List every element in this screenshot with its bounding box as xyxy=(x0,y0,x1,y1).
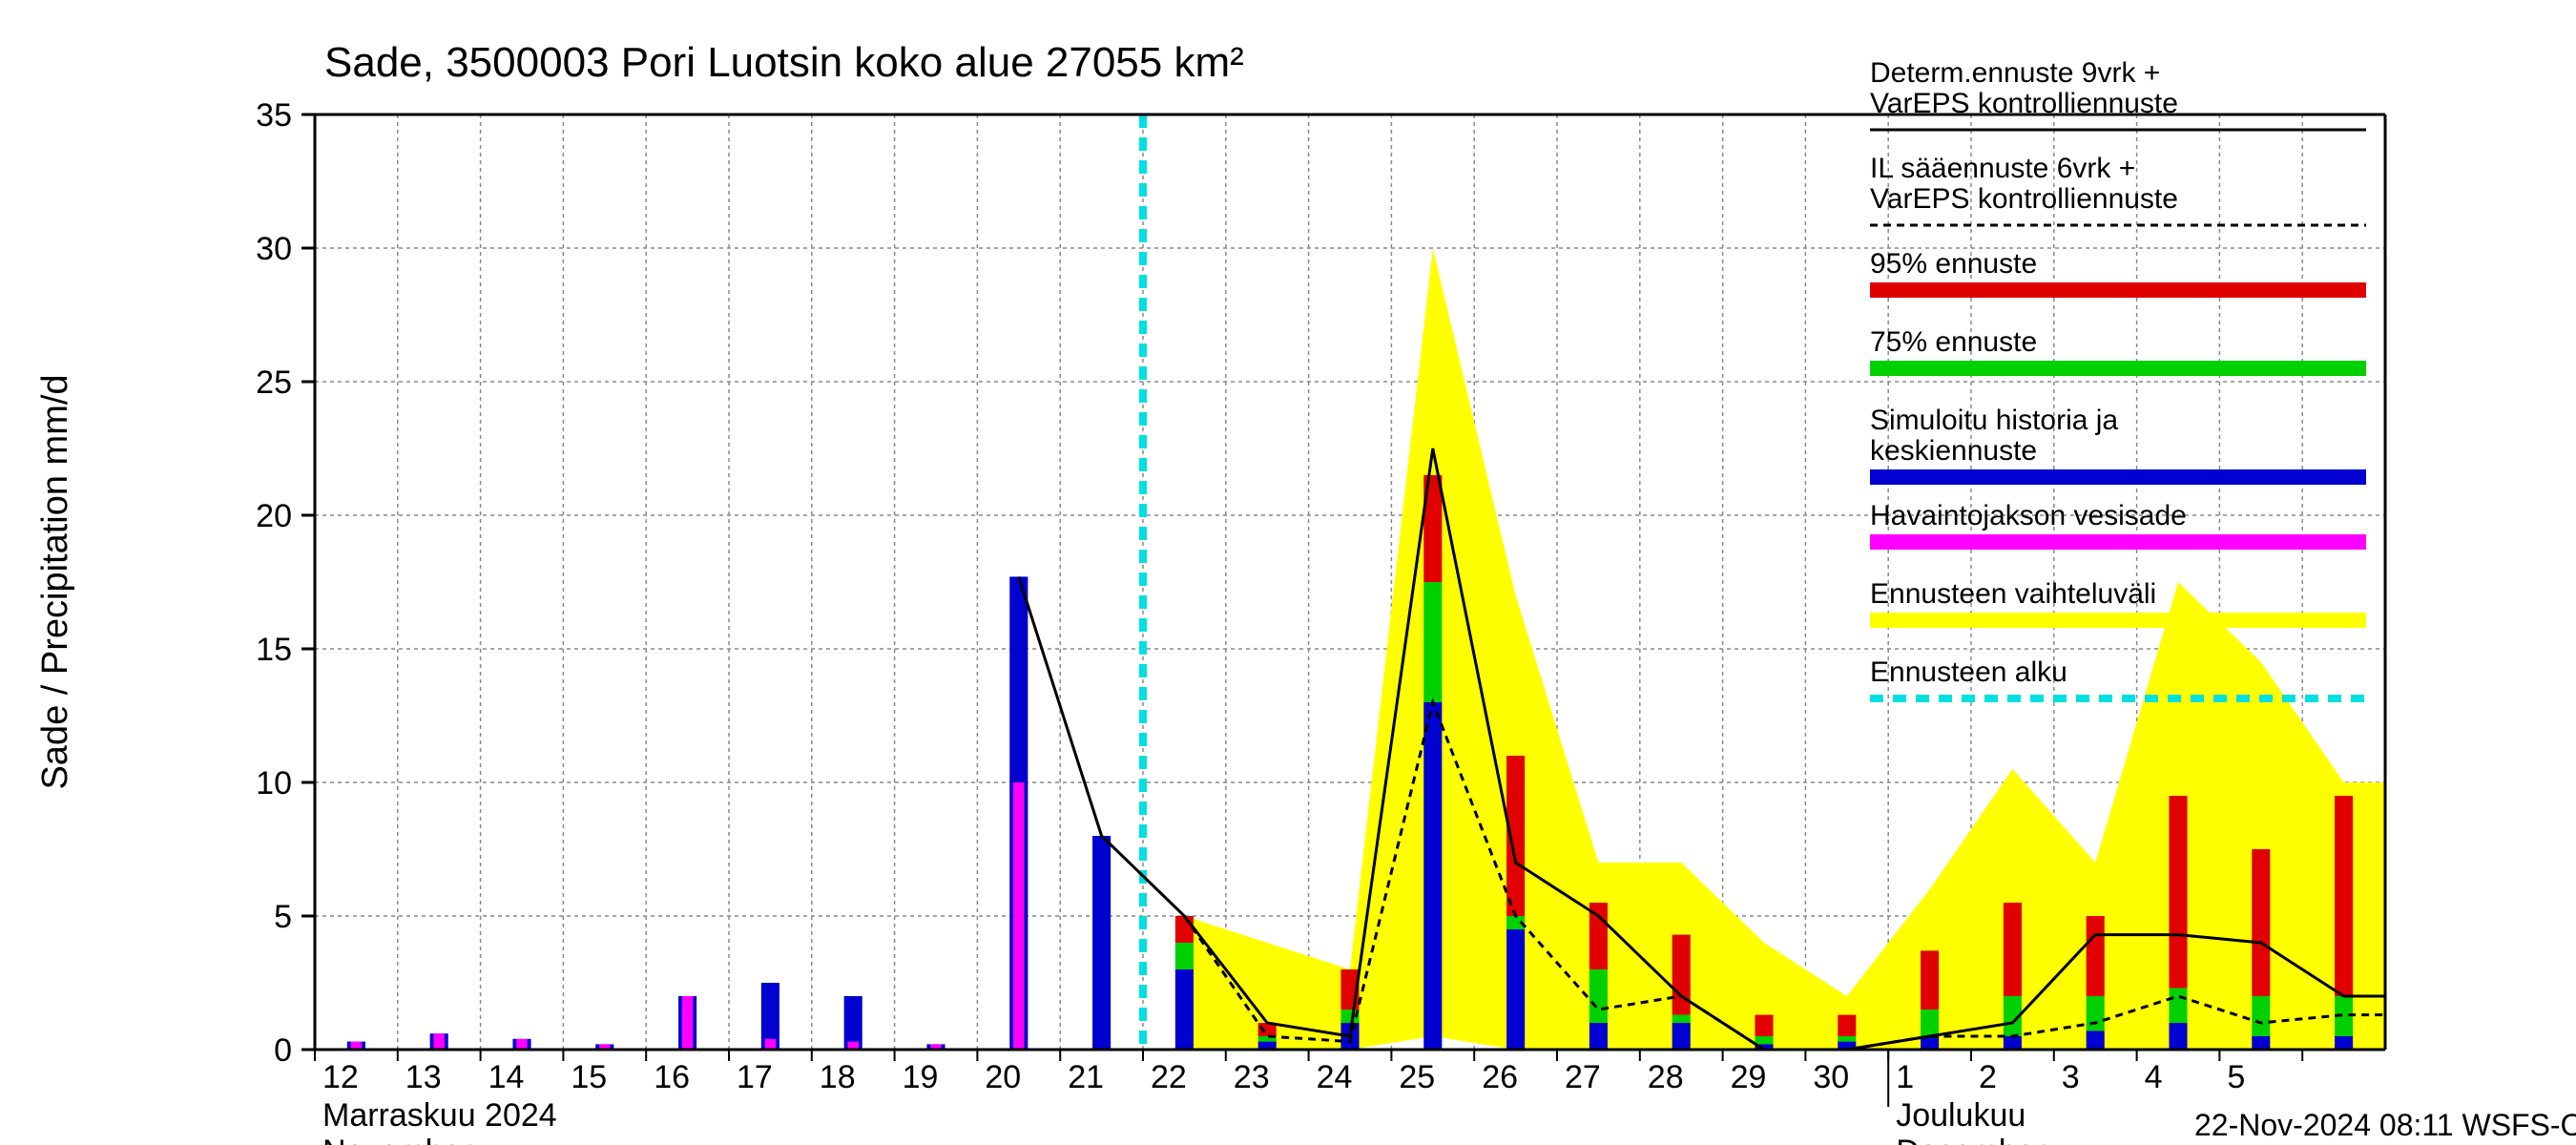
legend-label: VarEPS kontrolliennuste xyxy=(1870,183,2178,215)
legend-label: Determ.ennuste 9vrk + xyxy=(1870,57,2160,89)
bar-observed-rain xyxy=(765,1039,776,1050)
x-tick-label: 20 xyxy=(985,1059,1021,1095)
render-timestamp: 22-Nov-2024 08:11 WSFS-O xyxy=(2194,1108,2576,1142)
bar-observed-rain xyxy=(682,996,693,1050)
x-tick-label: 21 xyxy=(1068,1059,1104,1095)
legend-label: Simuloitu historia ja xyxy=(1870,405,2118,436)
y-tick-label: 0 xyxy=(274,1032,292,1069)
bar-75pct xyxy=(2087,996,2105,1030)
bar-95pct xyxy=(1672,935,1691,1015)
bar-75pct xyxy=(1672,1015,1691,1023)
x-tick-label: 5 xyxy=(2227,1059,2245,1095)
bar-median xyxy=(2169,1023,2187,1050)
legend-label: Ennusteen alku xyxy=(1870,656,2067,688)
x-tick-label: 4 xyxy=(2145,1059,2163,1095)
bar-95pct xyxy=(1175,916,1194,943)
legend-label: 75% ennuste xyxy=(1870,326,2037,358)
bar-95pct xyxy=(1921,950,1939,1010)
month-label: Marraskuu 2024 xyxy=(322,1097,557,1134)
bar-75pct xyxy=(1755,1036,1773,1044)
bar-median xyxy=(2087,1030,2105,1050)
x-tick-label: 30 xyxy=(1813,1059,1849,1095)
x-tick-label: 13 xyxy=(405,1059,442,1095)
bar-median xyxy=(2252,1036,2270,1050)
y-tick-label: 30 xyxy=(256,231,292,267)
x-tick-label: 16 xyxy=(654,1059,690,1095)
legend-swatch xyxy=(1870,469,2366,485)
legend-swatch xyxy=(1870,282,2366,298)
legend-label: keskiennuste xyxy=(1870,435,2037,467)
bar-median xyxy=(2335,1036,2353,1050)
bar-75pct xyxy=(1175,943,1194,969)
x-tick-label: 15 xyxy=(571,1059,607,1095)
bar-observed-rain xyxy=(433,1033,444,1050)
x-tick-label: 19 xyxy=(903,1059,939,1095)
bar-median xyxy=(1589,1023,1608,1050)
bar-75pct xyxy=(1838,1036,1856,1042)
bar-75pct xyxy=(1921,1010,1939,1036)
chart-container: 05101520253035Sade / Precipitation mm/d1… xyxy=(0,0,2576,1145)
precipitation-chart: 05101520253035Sade / Precipitation mm/d1… xyxy=(0,0,2576,1145)
month-label: November xyxy=(322,1134,472,1145)
legend-label: VarEPS kontrolliennuste xyxy=(1870,88,2178,119)
x-tick-label: 18 xyxy=(820,1059,856,1095)
legend-swatch xyxy=(1870,361,2366,376)
bar-median xyxy=(1092,836,1111,1050)
bar-95pct xyxy=(2004,903,2022,996)
x-tick-label: 23 xyxy=(1234,1059,1270,1095)
month-label: December xyxy=(1896,1134,2046,1145)
x-tick-label: 24 xyxy=(1317,1059,1353,1095)
bar-observed-rain xyxy=(516,1039,527,1050)
legend-swatch xyxy=(1870,613,2366,628)
y-tick-label: 25 xyxy=(256,364,292,401)
x-tick-label: 25 xyxy=(1399,1059,1435,1095)
chart-title: Sade, 3500003 Pori Luotsin koko alue 270… xyxy=(324,39,1244,86)
bar-median xyxy=(1423,702,1442,1050)
legend-label: Havaintojakson vesisade xyxy=(1870,500,2187,531)
bar-95pct xyxy=(2252,849,2270,996)
bar-95pct xyxy=(2087,916,2105,996)
x-tick-label: 29 xyxy=(1731,1059,1767,1095)
legend-label: IL sääennuste 6vrk + xyxy=(1870,153,2135,184)
bar-median xyxy=(1506,929,1525,1050)
y-tick-label: 15 xyxy=(256,632,292,668)
month-label: Joulukuu xyxy=(1896,1097,2025,1134)
x-tick-label: 22 xyxy=(1151,1059,1187,1095)
bar-95pct xyxy=(2335,796,2353,996)
x-tick-label: 12 xyxy=(322,1059,359,1095)
bar-95pct xyxy=(2169,796,2187,989)
y-axis-label: Sade / Precipitation mm/d xyxy=(35,374,75,789)
bar-median xyxy=(2004,1036,2022,1050)
bar-observed-rain xyxy=(1013,782,1024,1050)
bar-95pct xyxy=(1838,1015,1856,1036)
bar-median xyxy=(1672,1023,1691,1050)
legend-label: 95% ennuste xyxy=(1870,248,2037,280)
bar-75pct xyxy=(2252,996,2270,1036)
x-tick-label: 28 xyxy=(1648,1059,1684,1095)
x-tick-label: 26 xyxy=(1482,1059,1518,1095)
x-tick-label: 1 xyxy=(1896,1059,1914,1095)
y-tick-label: 10 xyxy=(256,765,292,802)
x-tick-label: 2 xyxy=(1979,1059,1997,1095)
y-tick-label: 5 xyxy=(274,899,292,935)
bar-75pct xyxy=(1589,969,1608,1023)
bar-75pct xyxy=(1423,582,1442,702)
x-tick-label: 14 xyxy=(488,1059,525,1095)
x-tick-label: 27 xyxy=(1565,1059,1601,1095)
y-tick-label: 35 xyxy=(256,97,292,134)
x-tick-label: 17 xyxy=(737,1059,773,1095)
bar-75pct xyxy=(2169,989,2187,1023)
legend-swatch xyxy=(1870,534,2366,550)
bar-95pct xyxy=(1755,1015,1773,1036)
x-tick-label: 3 xyxy=(2062,1059,2080,1095)
y-tick-label: 20 xyxy=(256,498,292,534)
bar-median xyxy=(1175,969,1194,1050)
legend-label: Ennusteen vaihteluväli xyxy=(1870,578,2156,610)
